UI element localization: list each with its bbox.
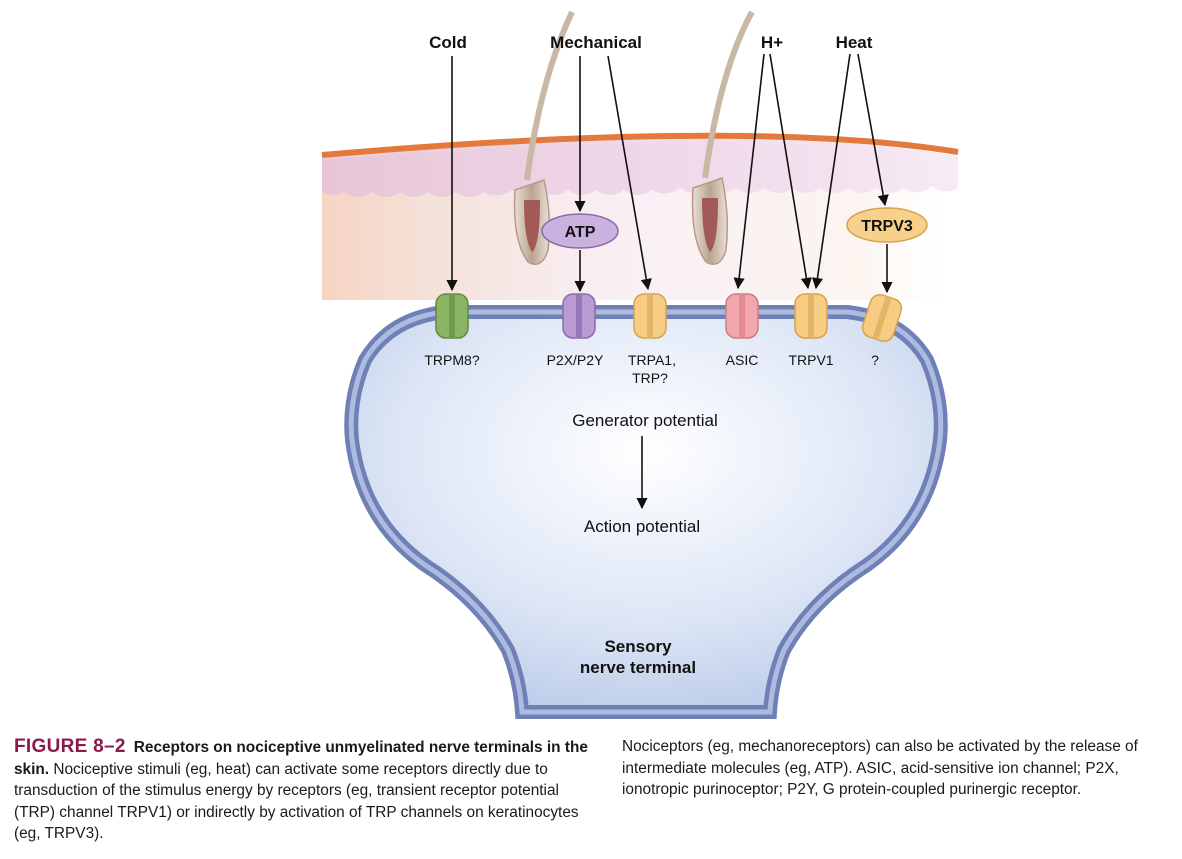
trpv3-keratinocyte-channel: TRPV3 — [846, 207, 928, 243]
arrow-hplus-asic — [733, 53, 765, 290]
stimulus-cold: Cold — [429, 33, 467, 52]
hair-follicle-right — [691, 10, 755, 265]
caption-right-column: Nociceptors (eg, mechanoreceptors) can a… — [622, 736, 1172, 801]
arrow-mechanical-trpa1 — [607, 55, 652, 291]
figure-title: Receptors on nociceptive unmyelinated ne… — [14, 739, 588, 778]
hair-follicle-left — [513, 10, 575, 265]
label-trpv1: TRPV1 — [788, 352, 833, 368]
stimulus-arrows — [446, 53, 893, 510]
terminal-label-line2: nerve terminal — [580, 658, 696, 677]
receptor-trpm8 — [435, 293, 469, 339]
epidermis-layer — [322, 138, 958, 197]
terminal-label-line1: Sensory — [604, 637, 672, 656]
receptor-asic — [725, 293, 759, 339]
arrow-heat-trpv1 — [811, 53, 851, 290]
receptor-trpv1 — [794, 293, 828, 339]
hair-shaft — [524, 10, 575, 181]
figure-caption: FIGURE 8–2 Receptors on nociceptive unmye… — [14, 736, 1174, 854]
receptor-trpa1 — [633, 293, 667, 339]
receptor-p2x-p2y — [562, 293, 596, 339]
skin-surface-line — [321, 132, 959, 158]
hair-shaft — [702, 10, 755, 179]
caption-left-column: FIGURE 8–2 Receptors on nociceptive unmye… — [14, 736, 589, 845]
sensory-nerve-terminal-shape — [344, 305, 948, 719]
stimulus-mechanical: Mechanical — [550, 33, 642, 52]
arrow-heat-trpv3 — [857, 53, 889, 207]
label-trpa1-line2: TRP? — [632, 370, 668, 386]
label-trpa1-line1: TRPA1, — [628, 352, 676, 368]
action-potential-label: Action potential — [584, 517, 700, 536]
trpv3-label: TRPV3 — [861, 218, 913, 235]
hair-bulb — [702, 198, 718, 252]
label-p2x-p2y: P2X/P2Y — [547, 352, 604, 368]
terminal-membrane-inner — [348, 309, 944, 715]
skin — [321, 132, 959, 300]
caption-right-text: Nociceptors (eg, mechanoreceptors) can a… — [622, 738, 1138, 798]
receptor-unknown — [861, 293, 903, 343]
label-unknown-receptor: ? — [871, 352, 879, 368]
stimulus-h-plus: H+ — [761, 33, 783, 52]
caption-left-text: Nociceptive stimuli (eg, heat) can activ… — [14, 760, 579, 843]
generator-potential-label: Generator potential — [572, 411, 718, 430]
arrow-hplus-trpv1 — [769, 53, 812, 290]
nociceptor-diagram: ATP TRPV3 Cold Mechanical H+ Heat TRPM8?… — [321, 10, 959, 719]
atp-molecule: ATP — [541, 213, 619, 249]
stimulus-heat: Heat — [836, 33, 873, 52]
figure-number: FIGURE 8–2 — [14, 736, 126, 757]
atp-label: ATP — [565, 224, 596, 241]
label-trpm8: TRPM8? — [424, 352, 479, 368]
hair-bulb — [524, 200, 540, 252]
label-asic: ASIC — [726, 352, 759, 368]
